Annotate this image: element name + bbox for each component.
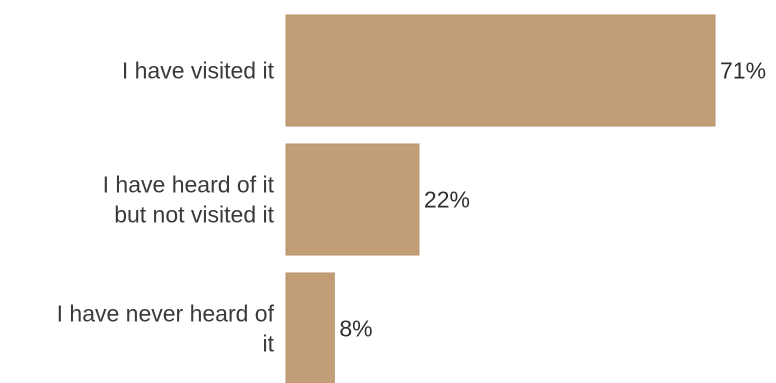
category-label-1: I have visited it	[122, 58, 275, 84]
bar-1	[285, 14, 716, 127]
bar-2	[285, 143, 420, 256]
value-label-1: 71%	[720, 58, 766, 84]
value-label-3: 8%	[339, 316, 372, 342]
category-label-line: it	[263, 331, 275, 357]
bar-3	[285, 272, 335, 383]
value-label-2: 22%	[424, 187, 470, 213]
category-label-line: I have never heard of	[57, 301, 275, 327]
category-label-2: I have heard of it but not visited it	[103, 172, 275, 228]
category-label-line: I have heard of it	[103, 172, 275, 198]
category-label-line: but not visited it	[114, 202, 274, 228]
category-label-3: I have never heard of it	[57, 301, 275, 357]
category-label-line: I have visited it	[122, 58, 275, 84]
